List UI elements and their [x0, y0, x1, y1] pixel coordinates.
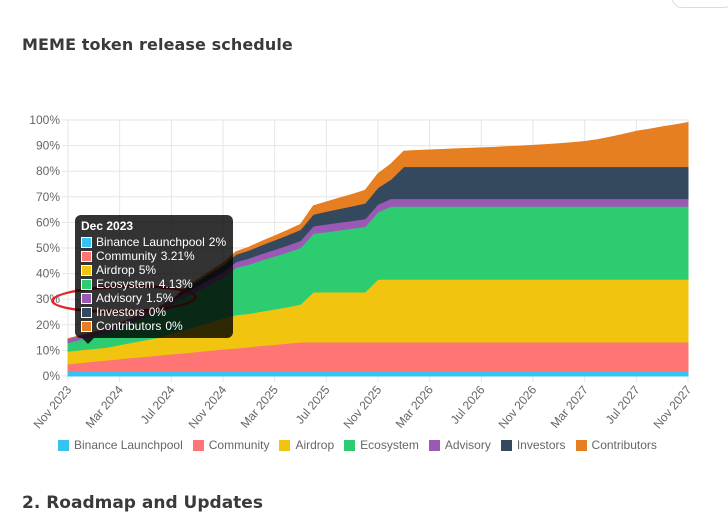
x-tick-label: Mar 2024: [83, 383, 127, 431]
legend-label: Airdrop: [295, 438, 335, 452]
legend-swatch: [500, 439, 512, 451]
tooltip-swatch: [81, 236, 92, 248]
tooltip-value: 4.13%: [158, 277, 193, 291]
legend-item-community[interactable]: Community: [192, 438, 270, 452]
tooltip-rows: Binance Launchpool 2% Community 3.21% Airdro…: [81, 235, 227, 333]
tooltip-swatch: [81, 278, 92, 290]
tooltip-swatch: [81, 306, 92, 318]
x-tick-label: Mar 2027: [548, 383, 592, 431]
x-tick-label: Nov 2026: [496, 383, 540, 432]
x-tick-label: Jul 2026: [448, 383, 488, 427]
y-tick-label: 30%: [36, 292, 60, 306]
tooltip-swatch: [81, 292, 92, 304]
area-contributors: [67, 121, 689, 340]
tooltip-value: 0%: [165, 319, 183, 333]
y-tick-label: 80%: [36, 164, 60, 178]
tooltip-row: Ecosystem 4.13%: [81, 277, 227, 291]
x-tick-label: Jul 2025: [293, 383, 333, 427]
tooltip-value: 5%: [138, 263, 157, 277]
tooltip-label: Binance Launchpool: [96, 235, 205, 249]
legend-swatch: [575, 439, 587, 451]
x-tick-label: Nov 2025: [341, 383, 385, 432]
x-tick-label: Jul 2027: [603, 383, 643, 427]
legend-label: Investors: [516, 438, 566, 452]
tooltip-value: 2%: [208, 235, 227, 249]
x-tick-label: Nov 2023: [31, 383, 75, 432]
legend-item-ecosystem[interactable]: Ecosystem: [344, 438, 419, 452]
legend-swatch: [279, 439, 291, 451]
tooltip-value: 3.21%: [160, 249, 195, 263]
legend-label: Binance Launchpool: [74, 438, 183, 452]
x-tick-label: Mar 2026: [393, 383, 437, 431]
tooltip-pointer: [82, 338, 94, 344]
legend-swatch: [58, 439, 69, 451]
legend-swatch: [192, 439, 204, 451]
tooltip-value: 0%: [148, 305, 167, 319]
legend-item-airdrop[interactable]: Airdrop: [279, 438, 334, 452]
tooltip-swatch: [81, 264, 92, 276]
tooltip-label: Airdrop: [96, 263, 135, 277]
tooltip-label: Advisory: [96, 291, 143, 305]
tooltip-label: Contributors: [96, 319, 162, 333]
legend-item-advisory[interactable]: Advisory: [428, 438, 491, 452]
tooltip-swatch: [81, 250, 92, 262]
tooltip-label: Community: [96, 249, 157, 263]
tooltip-row: Contributors 0%: [81, 319, 227, 333]
x-tick-label: Nov 2027: [651, 383, 695, 432]
area-binance-launchpool: [67, 370, 689, 377]
y-tick-label: 40%: [36, 267, 60, 281]
next-section-heading: 2. Roadmap and Updates: [22, 493, 263, 513]
tooltip-row: Airdrop 5%: [81, 263, 227, 277]
x-tick-label: Nov 2024: [186, 383, 230, 432]
y-tick-label: 100%: [29, 113, 60, 127]
y-tick-label: 0%: [43, 369, 61, 383]
legend-label: Ecosystem: [360, 438, 419, 452]
legend-label: Advisory: [444, 438, 491, 452]
legend-swatch: [428, 439, 440, 451]
y-axis-ticks: 0% 10% 20% 30% 40% 50% 60% 70% 80% 90% 100%: [29, 113, 60, 383]
y-tick-label: 20%: [36, 318, 60, 332]
legend-swatch: [344, 439, 356, 451]
y-tick-label: 70%: [36, 190, 60, 204]
tooltip-row: Community 3.21%: [81, 249, 227, 263]
tooltip-row: Investors 0%: [81, 305, 227, 319]
chart-legend: Binance Launchpool Community Airdrop Ecosys…: [58, 438, 667, 452]
x-axis-ticks: Nov 2023 Mar 2024 Jul 2024 Nov 2024 Mar 2025…: [31, 383, 695, 432]
legend-item-binance-launchpool[interactable]: Binance Launchpool: [58, 438, 183, 452]
legend-label: Community: [208, 438, 270, 452]
page-title: MEME token release schedule: [22, 35, 293, 54]
chart-tooltip: Dec 2023 Binance Launchpool 2% Community 3.…: [75, 215, 233, 344]
x-tick-label: Mar 2025: [238, 383, 282, 431]
y-tick-label: 90%: [36, 139, 60, 153]
tooltip-title: Dec 2023: [81, 219, 134, 233]
x-tick-label: Jul 2024: [138, 383, 178, 427]
tooltip-label: Investors: [96, 305, 145, 319]
tooltip-swatch: [81, 320, 92, 332]
y-tick-label: 10%: [36, 343, 60, 357]
tooltip-value: 1.5%: [146, 291, 174, 305]
tooltip-row: Binance Launchpool 2%: [81, 235, 227, 249]
legend-item-contributors[interactable]: Contributors: [575, 438, 657, 452]
y-tick-label: 60%: [36, 215, 60, 229]
tooltip-row: Advisory 1.5%: [81, 291, 227, 305]
tooltip-label: Ecosystem: [96, 277, 155, 291]
legend-item-investors[interactable]: Investors: [500, 438, 566, 452]
y-tick-label: 50%: [36, 241, 60, 255]
legend-label: Contributors: [591, 438, 657, 452]
